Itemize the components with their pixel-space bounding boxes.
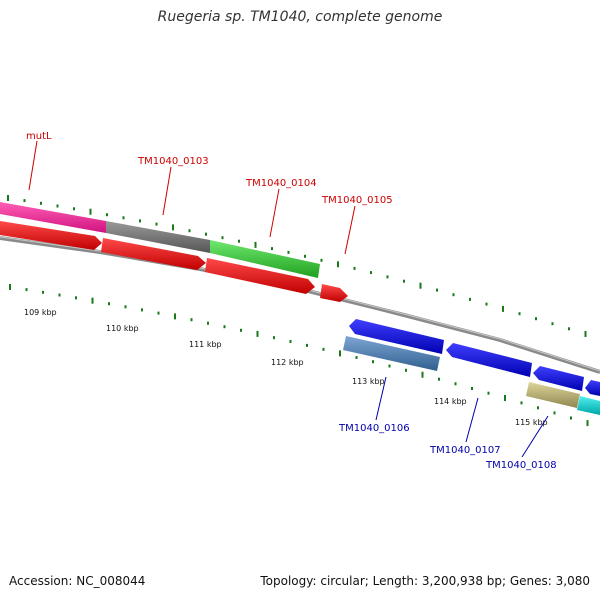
gene-arrow-tm1040-0105[interactable] xyxy=(320,284,348,302)
gene-band-tm1040-0103[interactable] xyxy=(106,221,210,253)
gene-arrow-tm1040-0106[interactable] xyxy=(349,319,444,354)
label-leader-line xyxy=(162,166,172,216)
label-leader-line xyxy=(465,397,479,443)
label-leader-line xyxy=(521,415,549,458)
gene-arrow-tm1040-0107[interactable] xyxy=(446,343,532,377)
gene-label-tm1040-0106[interactable]: TM1040_0106 xyxy=(338,423,410,434)
label-leader-line xyxy=(269,188,280,238)
gene-label-tm1040-0103[interactable]: TM1040_0103 xyxy=(137,156,209,167)
accession-text: Accession: NC_008044 xyxy=(9,574,146,588)
genome-summary-text: Topology: circular; Length: 3,200,938 bp… xyxy=(260,574,590,588)
kbp-label: 109 kbp xyxy=(24,308,57,317)
gene-band-tm1040-0104[interactable] xyxy=(210,240,320,278)
gene-band-tm1040-0108[interactable] xyxy=(526,382,580,408)
lower-tick-track xyxy=(9,284,589,427)
gene-arrow-tm1040-0103[interactable] xyxy=(101,238,206,270)
label-leader-line xyxy=(28,140,38,191)
upper-tick-track xyxy=(7,195,587,337)
gene-arrow-tm1040-0104[interactable] xyxy=(205,258,315,294)
kbp-label: 111 kbp xyxy=(189,340,222,349)
kbp-label: 113 kbp xyxy=(352,377,385,386)
gene-arrow-tm1040-0108[interactable] xyxy=(533,366,584,391)
gene-label-tm1040-0105[interactable]: TM1040_0105 xyxy=(321,195,393,206)
kbp-label: 114 kbp xyxy=(434,397,467,406)
gene-arrow-mutl[interactable] xyxy=(0,221,102,250)
label-leader-line xyxy=(375,376,387,421)
gene-label-mutl[interactable]: mutL xyxy=(26,131,52,142)
kbp-label: 115 kbp xyxy=(515,418,548,427)
gene-label-tm1040-0107[interactable]: TM1040_0107 xyxy=(429,445,501,456)
gene-arrow-tm1040-0109[interactable] xyxy=(585,380,600,396)
gene-band-tm1040-0109[interactable] xyxy=(577,396,600,415)
label-leader-line xyxy=(344,205,356,255)
genome-backbone xyxy=(0,236,600,374)
gene-band-tm1040-0106[interactable] xyxy=(343,336,440,371)
gene-label-tm1040-0104[interactable]: TM1040_0104 xyxy=(245,178,317,189)
kbp-label: 110 kbp xyxy=(106,324,139,333)
gene-band-mutl[interactable] xyxy=(0,202,106,233)
map-title: Ruegeria sp. TM1040, complete genome xyxy=(157,9,443,25)
kbp-label: 112 kbp xyxy=(271,358,304,367)
gene-label-tm1040-0108[interactable]: TM1040_0108 xyxy=(485,460,557,471)
